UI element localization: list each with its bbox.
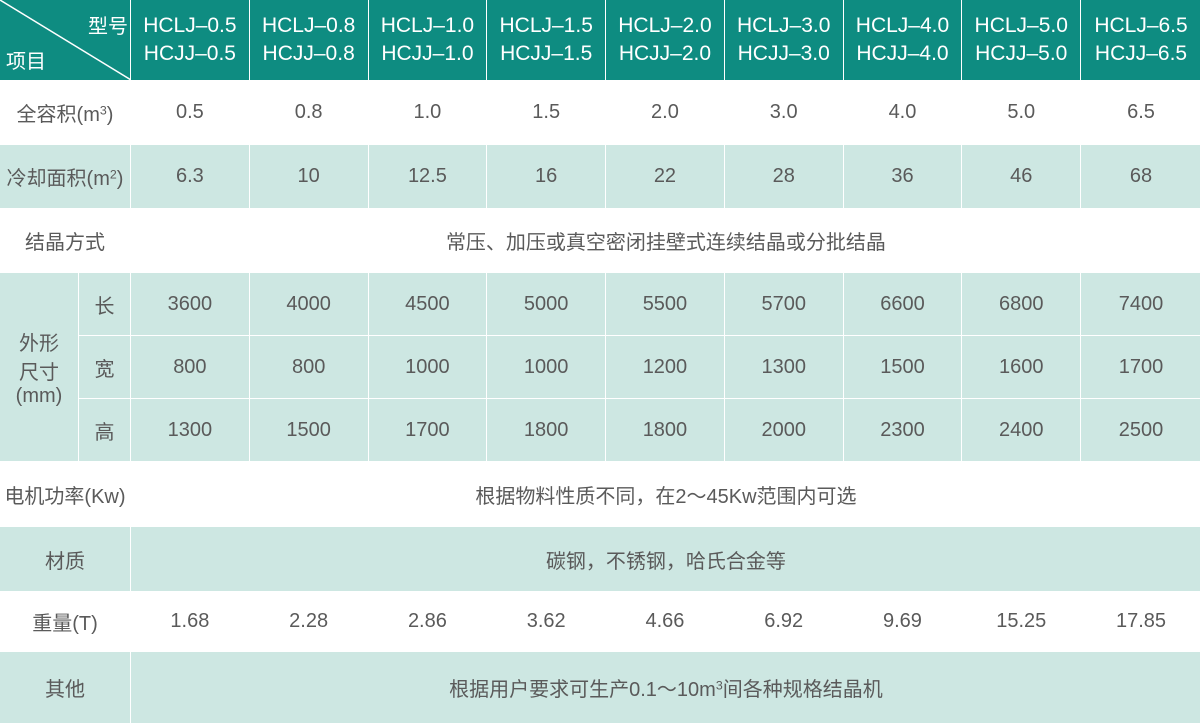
svg-text:型号: 型号 [88, 15, 128, 38]
svg-text:项目: 项目 [6, 51, 46, 73]
